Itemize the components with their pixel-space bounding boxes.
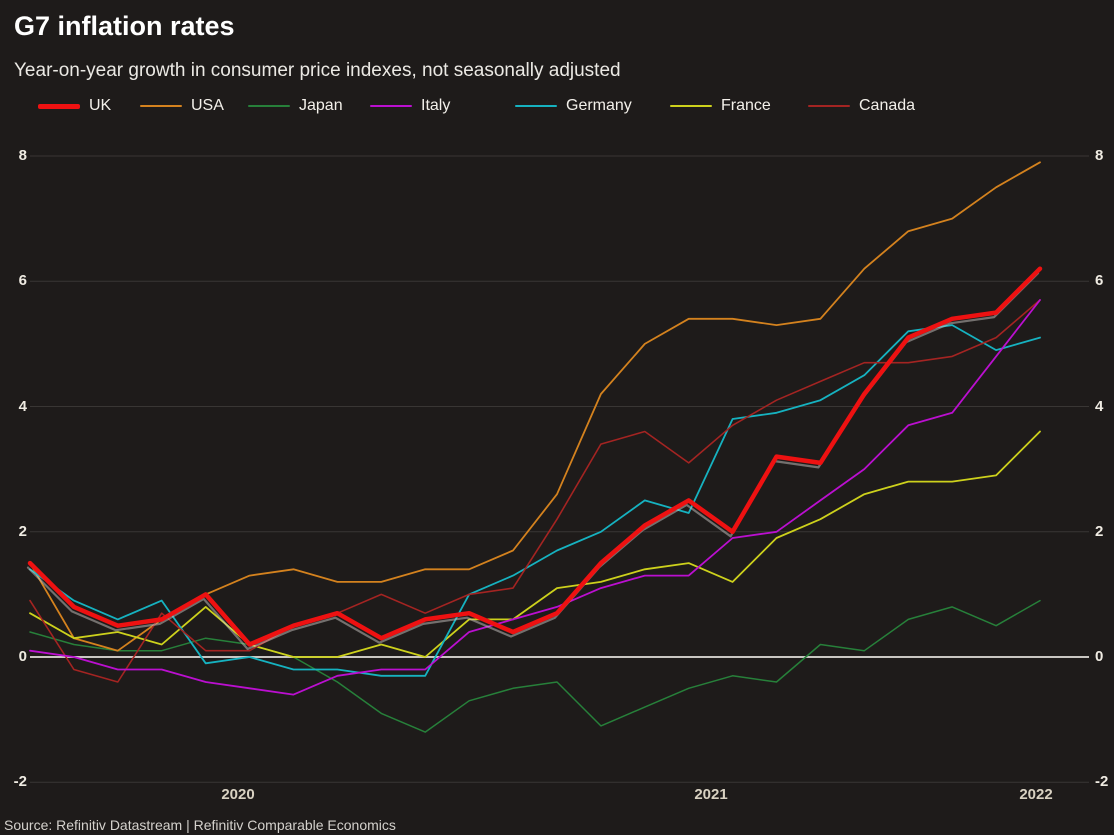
legend-swatch-germany xyxy=(515,104,557,108)
y-tick-right-2: 2 xyxy=(1095,522,1104,540)
chart-subtitle: Year-on-year growth in consumer price in… xyxy=(14,60,621,81)
legend-item-usa: USA xyxy=(140,96,224,116)
legend-swatch-italy xyxy=(370,104,412,108)
x-tick-2022: 2022 xyxy=(1019,786,1053,803)
source-note: Source: Refinitiv Datastream | Refinitiv… xyxy=(4,817,396,833)
legend-label-canada: Canada xyxy=(859,97,916,114)
y-tick-right-6: 6 xyxy=(1095,272,1104,290)
legend-label-germany: Germany xyxy=(566,97,632,114)
x-tick-2021: 2021 xyxy=(694,786,728,803)
legend-label-uk: UK xyxy=(89,97,112,114)
y-tick-right-8: 8 xyxy=(1095,147,1104,164)
y-tick-left-4: 4 xyxy=(18,397,27,415)
legend-item-japan: Japan xyxy=(248,96,343,116)
legend-label-usa: USA xyxy=(191,97,224,114)
y-tick-right-4: 4 xyxy=(1095,397,1104,415)
legend-label-france: France xyxy=(721,97,771,114)
legend-item-france: France xyxy=(670,96,771,116)
chart-title: G7 inflation rates xyxy=(14,11,235,41)
legend-label-italy: Italy xyxy=(421,97,451,114)
legend-swatch-canada xyxy=(808,104,850,108)
legend: UK USA Japan Italy Germany France Canada xyxy=(0,96,1114,116)
y-tick-left--2: -2 xyxy=(13,773,27,791)
legend-swatch-france xyxy=(670,104,712,108)
line-canada xyxy=(29,299,1041,683)
line-uk xyxy=(27,266,1043,647)
x-tick-2020: 2020 xyxy=(221,786,255,803)
legend-swatch-japan xyxy=(248,104,290,108)
y-tick-left-2: 2 xyxy=(18,522,27,540)
legend-item-germany: Germany xyxy=(515,96,632,116)
line-shadow-uk xyxy=(26,272,1040,651)
line-germany xyxy=(29,324,1041,677)
y-tick-left-0: 0 xyxy=(18,648,27,665)
y-tick-left-6: 6 xyxy=(18,272,27,290)
legend-item-uk: UK xyxy=(38,96,111,116)
line-france xyxy=(29,430,1041,658)
y-tick-right--2: -2 xyxy=(1095,773,1109,791)
legend-label-japan: Japan xyxy=(299,97,343,114)
y-tick-left-8: 8 xyxy=(18,147,27,164)
line-italy xyxy=(29,299,1041,696)
legend-swatch-uk xyxy=(38,103,80,109)
legend-item-canada: Canada xyxy=(808,96,915,116)
legend-item-italy: Italy xyxy=(370,96,450,116)
y-tick-right-0: 0 xyxy=(1095,648,1104,665)
legend-swatch-usa xyxy=(140,104,182,108)
line-japan xyxy=(29,599,1041,733)
